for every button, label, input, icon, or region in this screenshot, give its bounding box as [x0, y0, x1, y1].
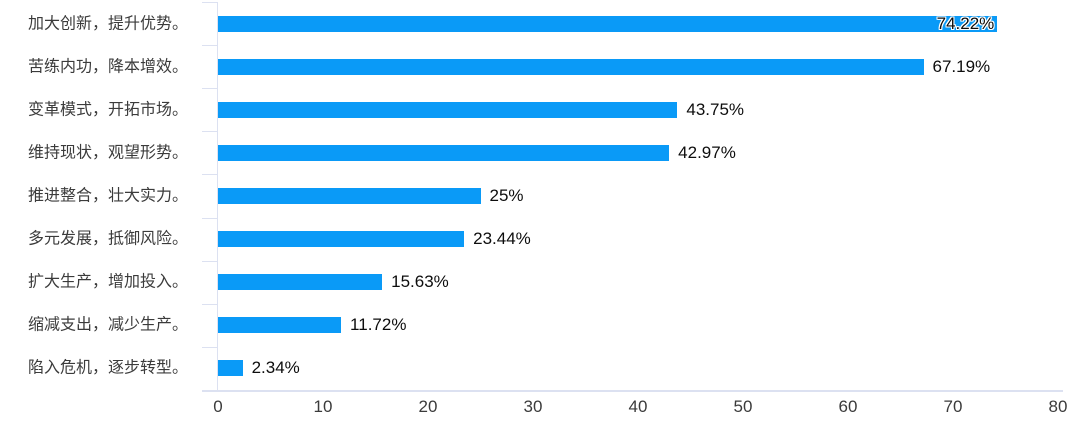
bar	[218, 188, 481, 204]
bar	[218, 317, 342, 334]
bar-value-label: 67.19%	[932, 56, 991, 76]
y-axis-tick-mark	[202, 347, 218, 348]
bar-value-label: 23.44%	[473, 228, 531, 248]
x-axis-tick-label: 40	[628, 397, 648, 416]
bar	[218, 231, 465, 248]
x-axis-tick-label: 80	[1048, 397, 1068, 416]
category-label: 苦练内功，降本增效。	[27, 58, 188, 76]
y-axis-tick-mark	[202, 88, 218, 89]
bar-value-label: 43.75%	[686, 99, 745, 119]
bar	[218, 101, 678, 118]
y-axis-tick-mark	[202, 218, 218, 219]
x-axis-tick-label: 20	[418, 397, 438, 416]
bar	[218, 144, 670, 161]
x-axis-line	[202, 390, 1063, 392]
bar	[218, 360, 243, 377]
x-axis-tick-label: 70	[943, 397, 963, 416]
bar-value-label: 74.22%	[936, 13, 995, 33]
bar-value-label: 42.97%	[678, 142, 736, 162]
x-axis-tick-label: 30	[523, 397, 543, 416]
x-axis-tick-label: 50	[733, 397, 753, 416]
y-axis-tick-mark	[202, 261, 218, 262]
x-axis-tick-label: 60	[838, 397, 858, 416]
category-label: 陷入危机，逐步转型。	[27, 359, 188, 377]
category-label: 变革模式，开拓市场。	[27, 101, 188, 119]
bar	[218, 15, 998, 32]
category-label: 维持现状，观望形势。	[27, 144, 188, 162]
y-axis-tick-mark	[202, 45, 218, 46]
category-label: 缩减支出，减少生产。	[27, 316, 188, 334]
bar-value-label: 15.63%	[391, 272, 449, 292]
category-label: 加大创新，提升优势。	[27, 14, 188, 32]
bar	[218, 58, 924, 75]
category-label: 多元发展，抵御风险。	[27, 230, 188, 248]
y-axis-tick-mark	[202, 131, 218, 132]
bar-value-label: 25%	[489, 185, 524, 205]
category-label: 扩大生产，增加投入。	[27, 273, 188, 291]
x-axis-tick-label: 0	[213, 397, 223, 416]
x-axis-tick-label: 10	[313, 397, 333, 416]
y-axis-tick-mark	[202, 174, 218, 175]
bar-value-label: 2.34%	[251, 358, 300, 378]
y-axis-tick-mark	[202, 304, 218, 305]
bar	[218, 274, 383, 291]
y-axis-tick-mark	[202, 2, 218, 3]
bar-value-label: 11.72%	[350, 315, 407, 335]
category-label: 推进整合，壮大实力。	[27, 187, 188, 205]
y-axis-line	[217, 2, 218, 390]
